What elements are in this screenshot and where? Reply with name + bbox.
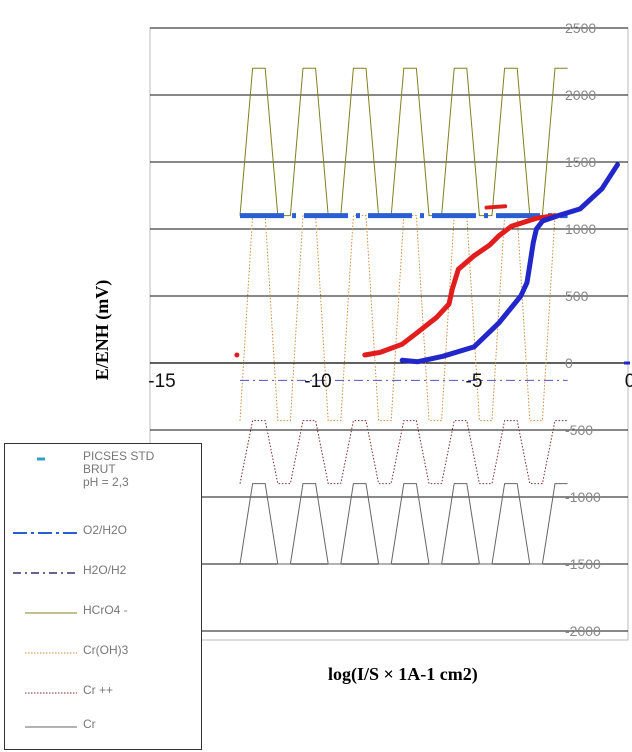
legend-item-cr: Cr bbox=[5, 716, 201, 746]
legend-line-o2h2o bbox=[13, 532, 77, 534]
x-axis-label: log(I/S × 1A-1 cm2) bbox=[328, 664, 478, 685]
legend-marker-picses bbox=[37, 457, 45, 461]
legend-item-cr2: Cr ++ bbox=[5, 682, 201, 712]
legend-label-cr2: Cr ++ bbox=[83, 683, 114, 697]
domain-boundary-4 bbox=[239, 420, 568, 485]
series-1-line bbox=[399, 162, 620, 365]
legend-line-cr2 bbox=[25, 692, 77, 694]
x-tick-label: -15 bbox=[148, 371, 175, 392]
x-tick-label: 0 bbox=[625, 371, 632, 392]
legend-item-hcro4: HCrO4 - bbox=[5, 602, 201, 632]
domain-boundary-2 bbox=[239, 67, 568, 217]
legend-label-croh3: Cr(OH)3 bbox=[83, 643, 129, 657]
x-tick-label: -5 bbox=[466, 371, 483, 392]
y-tick-label: 2000 bbox=[565, 87, 596, 103]
legend-label-hcro4: HCrO4 - bbox=[83, 603, 128, 617]
legend-label-picses-sub2: pH = 2,3 bbox=[83, 475, 129, 489]
y-tick-label: -1500 bbox=[565, 556, 601, 572]
y-tick-label: 1000 bbox=[565, 221, 596, 237]
domain-boundary-5 bbox=[239, 483, 568, 565]
y-tick-label: -1000 bbox=[565, 489, 601, 505]
legend-label-picses: PICSES STD bbox=[83, 449, 155, 463]
series-0-point bbox=[234, 352, 240, 358]
y-tick-label: 500 bbox=[565, 288, 589, 304]
x-tick-label: -10 bbox=[304, 371, 331, 392]
legend-line-croh3 bbox=[25, 652, 77, 654]
legend-label-o2h2o: O2/H2O bbox=[83, 523, 128, 537]
y-axis-label: E/ENH (mV) bbox=[92, 280, 113, 381]
legend-item-h2oh2: H2O/H2 bbox=[5, 562, 201, 592]
y-tick-label: -500 bbox=[565, 422, 593, 438]
legend-item-croh3: Cr(OH)3 bbox=[5, 642, 201, 672]
legend-line-h2oh2 bbox=[13, 572, 77, 574]
legend-label-h2oh2: H2O/H2 bbox=[83, 563, 127, 577]
legend-label-cr: Cr bbox=[83, 717, 96, 731]
y-tick-label: 0 bbox=[565, 355, 573, 371]
series-0-line bbox=[362, 213, 558, 358]
series-0-fragment bbox=[484, 204, 508, 210]
legend-item-o2h2o: O2/H2O bbox=[5, 522, 201, 552]
legend-line-cr bbox=[25, 726, 77, 728]
legend: PICSES STD BRUT pH = 2,3 O2/H2O H2O/H2 H… bbox=[4, 443, 202, 750]
legend-line-hcro4 bbox=[25, 612, 77, 614]
y-tick-label: 1500 bbox=[565, 154, 596, 170]
legend-label-picses-sub1: BRUT bbox=[83, 462, 116, 476]
legend-item-picses: PICSES STD BRUT pH = 2,3 bbox=[5, 448, 201, 506]
y-tick-label: -2000 bbox=[565, 623, 601, 639]
y-tick-label: 2500 bbox=[565, 20, 596, 36]
